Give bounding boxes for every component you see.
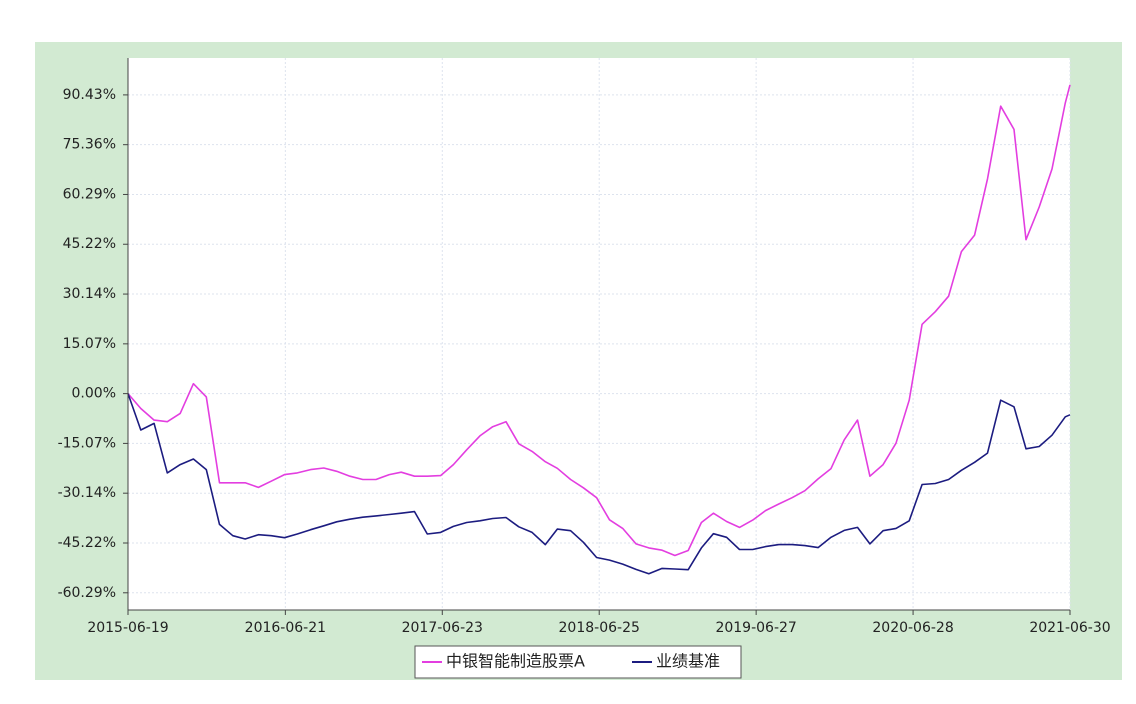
y-tick-label: -60.29%: [58, 585, 116, 601]
series-line: [127, 84, 1071, 557]
legend: [414, 645, 742, 679]
x-tick-label: 2018-06-25: [559, 620, 640, 636]
y-tick-label: 45.22%: [63, 236, 116, 252]
y-tick-label: -30.14%: [58, 485, 116, 501]
y-tick-label: 0.00%: [72, 386, 116, 402]
x-tick-label: 2015-06-19: [87, 620, 168, 636]
y-tick-label: 30.14%: [63, 286, 116, 302]
x-tick-label: 2021-06-30: [1029, 620, 1110, 636]
x-tick-label: 2016-06-21: [245, 620, 326, 636]
y-tick-label: -45.22%: [58, 535, 116, 551]
y-tick-label: -15.07%: [58, 435, 116, 451]
x-tick-label: 2019-06-27: [715, 620, 796, 636]
legend-label: 中银智能制造股票A: [446, 652, 585, 671]
x-tick-label: 2020-06-28: [872, 620, 953, 636]
ticks: -60.29% -45.22% -30.14% -15.07% 0.00% 15.07% 3…: [58, 87, 1111, 636]
y-tick-label: 90.43%: [63, 87, 116, 103]
legend-items: 中银智能制造股票A 业绩基准: [422, 652, 720, 671]
series-line: [127, 393, 1071, 575]
lines: [127, 84, 1071, 575]
y-tick-label: 60.29%: [63, 186, 116, 202]
x-tick-label: 2017-06-23: [402, 620, 483, 636]
y-tick-label: 75.36%: [63, 137, 116, 153]
legend-label: 业绩基准: [656, 652, 720, 671]
y-tick-label: 15.07%: [63, 336, 116, 352]
